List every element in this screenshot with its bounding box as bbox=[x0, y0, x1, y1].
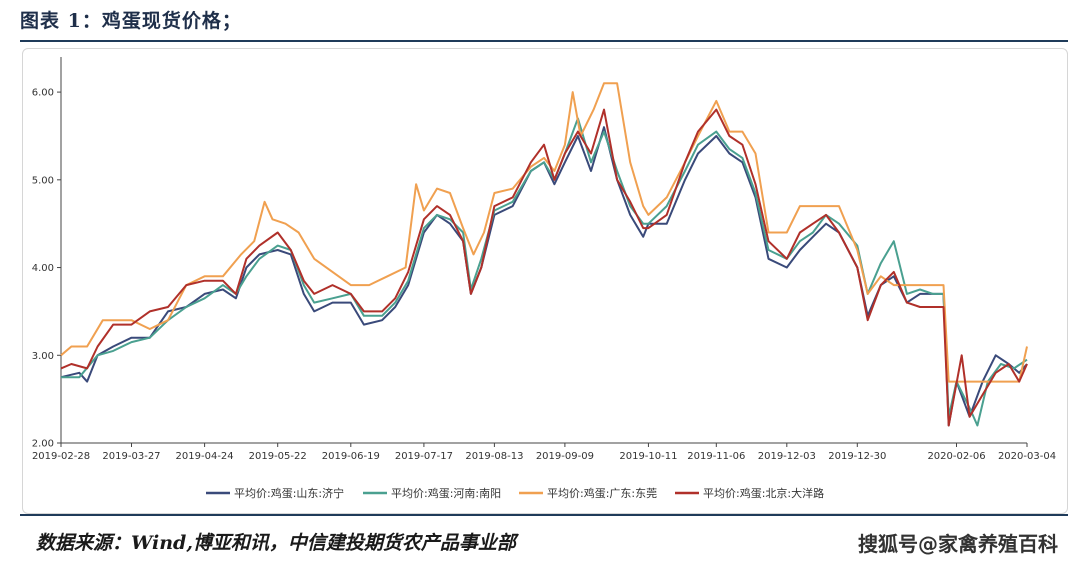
watermark-text: 搜狐号@家禽养殖百科 bbox=[858, 532, 1058, 556]
legend-label-2: 平均价:鸡蛋:河南:南阳 bbox=[391, 486, 501, 500]
legend-label-4: 平均价:鸡蛋:北京:大洋路 bbox=[703, 486, 824, 500]
y-tick-label: 4.00 bbox=[32, 263, 54, 274]
footer-divider bbox=[20, 514, 1068, 516]
legend-label-1: 平均价:鸡蛋:山东:济宁 bbox=[234, 486, 344, 500]
x-tick-label: 2019-08-13 bbox=[465, 451, 523, 462]
chart-frame: 2.00 3.00 4.00 5.00 6.00 2019-02-28 2019-03-27… bbox=[22, 48, 1068, 514]
x-tick-label: 2019-11-06 bbox=[687, 451, 745, 462]
x-tick-label: 2019-02-28 bbox=[32, 451, 90, 462]
series-line-4 bbox=[60, 108, 1028, 427]
price-line-chart: 2.00 3.00 4.00 5.00 6.00 2019-02-28 2019-03-27… bbox=[32, 57, 1056, 500]
x-tick-label: 2019-04-24 bbox=[176, 451, 234, 462]
y-tick-label: 6.00 bbox=[32, 88, 54, 99]
y-tick-label: 2.00 bbox=[32, 439, 54, 450]
x-tick-label: 2020-03-04 bbox=[998, 451, 1056, 462]
x-tick-label: 2019-12-30 bbox=[828, 451, 886, 462]
x-tick-label: 2019-09-09 bbox=[536, 451, 594, 462]
x-tick-label: 2020-02-06 bbox=[927, 451, 985, 462]
x-tick-label: 2019-10-11 bbox=[619, 451, 677, 462]
x-tick-label: 2019-12-03 bbox=[758, 451, 816, 462]
series-line-3 bbox=[60, 82, 1028, 383]
page-title: 图表 1：鸡蛋现货价格； bbox=[20, 10, 242, 32]
data-source-note: 数据来源：Wind,博亚和讯，中信建投期货农产品事业部 bbox=[36, 532, 516, 554]
series-line-1 bbox=[60, 126, 1028, 427]
x-tick-label: 2019-07-17 bbox=[395, 451, 453, 462]
x-tick-label: 2019-03-27 bbox=[102, 451, 160, 462]
y-tick-label: 3.00 bbox=[32, 351, 54, 362]
legend-label-3: 平均价:鸡蛋:广东:东莞 bbox=[547, 486, 657, 500]
y-tick-label: 5.00 bbox=[32, 175, 54, 186]
x-tick-label: 2019-06-19 bbox=[322, 451, 380, 462]
title-divider bbox=[20, 40, 1068, 42]
x-tick-label: 2019-05-22 bbox=[249, 451, 307, 462]
